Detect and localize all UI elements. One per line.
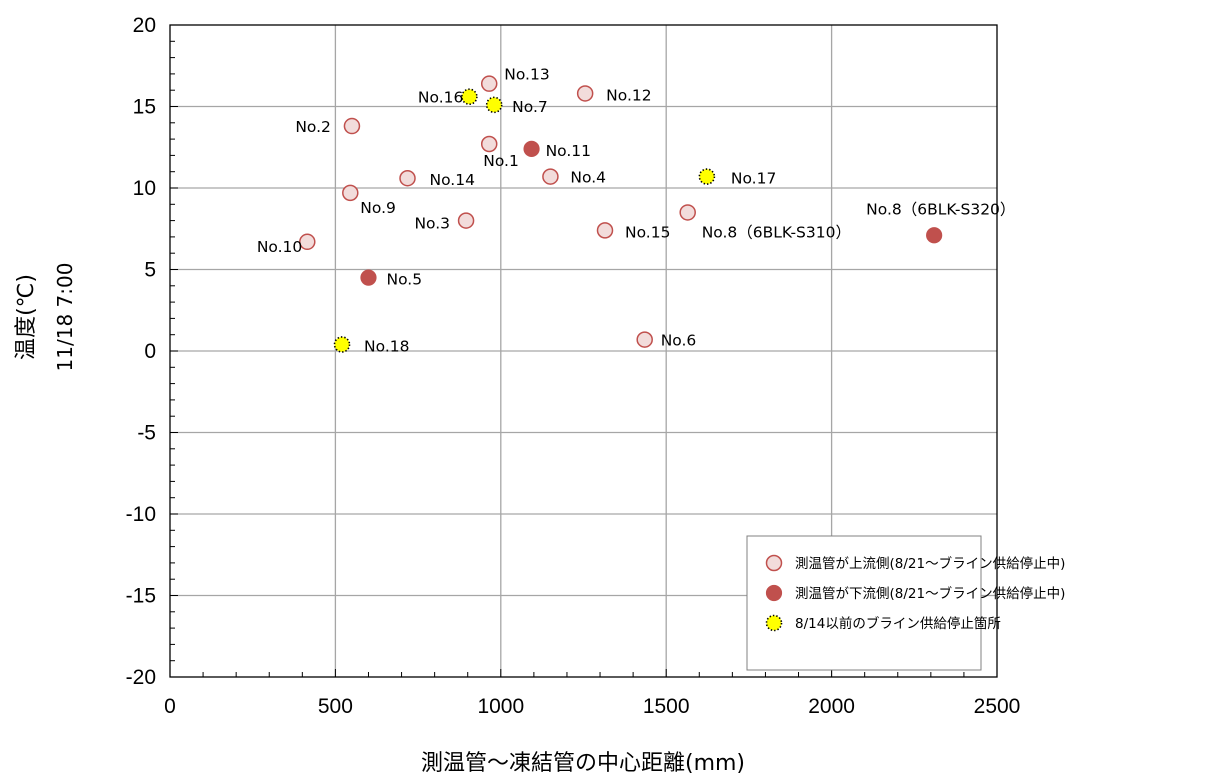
point-label: No.4 xyxy=(570,169,606,187)
data-point xyxy=(926,227,943,244)
data-points xyxy=(299,75,943,353)
x-tick-label: 500 xyxy=(318,695,353,718)
data-point xyxy=(576,85,594,102)
data-point xyxy=(679,204,696,221)
tick-marks xyxy=(169,24,998,678)
legend-label: 8/14以前のブライン供給停止箇所 xyxy=(795,615,1001,632)
point-label: No.6 xyxy=(661,332,697,350)
point-label: No.18 xyxy=(364,337,409,355)
data-point xyxy=(333,336,351,353)
legend-label: 測温管が上流側(8/21～ブライン供給停止中) xyxy=(795,555,1065,572)
point-label: No.11 xyxy=(546,142,591,160)
point-label: No.7 xyxy=(512,98,548,116)
data-point xyxy=(485,96,503,114)
y-tick-label: 5 xyxy=(144,259,156,282)
y-tick-label: 15 xyxy=(133,96,156,119)
legend-marker xyxy=(765,614,783,632)
point-label: No.1 xyxy=(483,152,519,170)
y-tick-label: -15 xyxy=(126,585,156,608)
point-label: No.5 xyxy=(386,271,422,289)
data-point xyxy=(299,233,316,251)
point-label: No.14 xyxy=(430,171,475,189)
data-point xyxy=(480,75,498,92)
data-point xyxy=(360,269,377,286)
point-label: No.10 xyxy=(257,238,302,256)
point-labels: No.1 No.2 No.3 No.4 No.6 No.8（6BLK-S310） No.9 N… xyxy=(257,66,1016,356)
point-label: No.16 xyxy=(418,89,463,107)
data-point xyxy=(343,117,361,135)
y-tick-label: -20 xyxy=(126,666,156,689)
x-axis-title: 測温管～凍結管の中心距離(mm) xyxy=(421,751,745,776)
grid-lines xyxy=(170,25,997,677)
data-point xyxy=(542,168,559,185)
data-point xyxy=(596,222,614,239)
data-point xyxy=(523,140,540,157)
data-point xyxy=(480,135,498,153)
y-axis-title-line2: 11/18 7:00 xyxy=(53,263,77,372)
point-label: No.8（6BLK-S320） xyxy=(866,200,1015,218)
point-label: No.15 xyxy=(625,223,670,241)
x-tick-label: 1500 xyxy=(643,695,690,718)
data-point xyxy=(698,168,716,185)
y-axis-title: 温度(℃) 11/18 7:00 xyxy=(14,263,77,372)
legend-marker xyxy=(765,584,783,602)
data-point xyxy=(636,331,653,348)
data-point xyxy=(461,88,478,106)
legend-box xyxy=(746,535,982,671)
point-label: No.12 xyxy=(606,86,651,104)
x-tick-label: 2500 xyxy=(974,695,1021,718)
y-tick-label: -10 xyxy=(126,503,156,526)
x-tick-label: 0 xyxy=(164,695,176,718)
point-label: No.9 xyxy=(360,199,396,217)
legend: 測温管が上流側(8/21～ブライン供給停止中) 測温管が下流側(8/21～ブライン… xyxy=(746,535,1065,671)
point-label: No.2 xyxy=(295,118,331,136)
y-axis-title-line1: 温度(℃) xyxy=(14,274,39,360)
point-label: No.13 xyxy=(504,66,549,84)
x-tick-labels: 0 500 1000 1500 2000 2500 xyxy=(164,695,1020,718)
point-label: No.8（6BLK-S310） xyxy=(702,223,851,241)
y-tick-label: 10 xyxy=(133,177,156,200)
point-label: No.3 xyxy=(414,215,450,233)
legend-marker xyxy=(765,554,783,572)
x-tick-label: 2000 xyxy=(808,695,855,718)
legend-label: 測温管が下流側(8/21～ブライン供給停止中) xyxy=(795,585,1065,602)
y-tick-label: 0 xyxy=(144,340,156,363)
data-point xyxy=(457,212,475,229)
y-tick-label: 20 xyxy=(133,14,156,37)
data-point xyxy=(342,184,359,202)
data-point xyxy=(399,169,416,187)
y-tick-labels: 20 15 10 5 0 -5 -10 -15 -20 xyxy=(126,14,156,689)
y-tick-label: -5 xyxy=(137,422,156,445)
x-tick-label: 1000 xyxy=(477,695,524,718)
point-label: No.17 xyxy=(731,170,776,188)
